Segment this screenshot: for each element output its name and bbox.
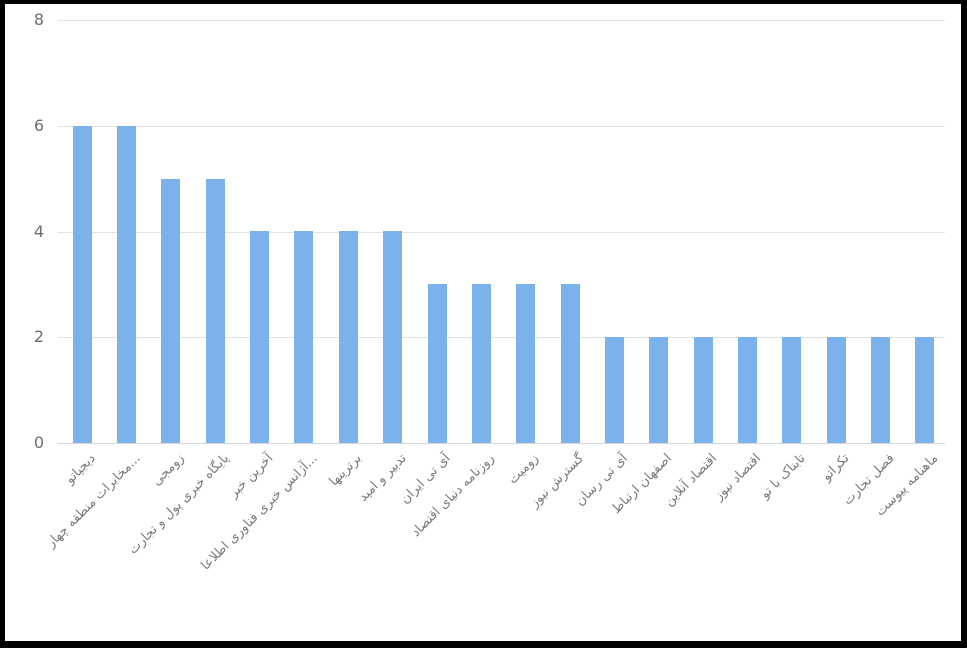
bar [117, 126, 136, 443]
bar [383, 231, 403, 443]
y-tick-label: 8 [33, 10, 44, 29]
bar [560, 284, 580, 443]
bar [72, 126, 92, 443]
bar [338, 231, 358, 443]
bar [693, 337, 713, 443]
bar [471, 284, 491, 443]
bar [205, 179, 225, 443]
bar [871, 337, 890, 443]
y-tick-label: 2 [33, 327, 44, 346]
bar [737, 337, 757, 443]
bar [250, 231, 270, 443]
bar [826, 337, 846, 443]
bar [782, 337, 802, 443]
bar [161, 179, 181, 443]
bar [649, 337, 669, 443]
gridline [58, 126, 945, 127]
y-tick-label: 4 [33, 222, 44, 241]
y-tick-label: 0 [33, 433, 44, 452]
gridline [58, 20, 945, 21]
bar [604, 337, 624, 443]
gridline [58, 232, 945, 233]
y-tick-label: 6 [33, 116, 44, 135]
bar [427, 284, 447, 443]
x-axis-line [58, 443, 945, 444]
bar [294, 231, 314, 443]
bar [516, 284, 536, 443]
gridline [58, 337, 945, 338]
bar [915, 337, 935, 443]
